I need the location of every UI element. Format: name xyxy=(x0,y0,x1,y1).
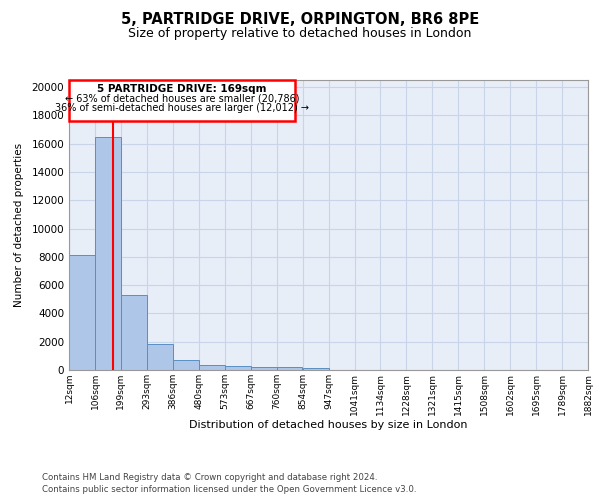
Bar xyxy=(277,367,302,370)
Bar xyxy=(121,295,147,370)
Y-axis label: Number of detached properties: Number of detached properties xyxy=(14,143,25,307)
Text: 5, PARTRIDGE DRIVE, ORPINGTON, BR6 8PE: 5, PARTRIDGE DRIVE, ORPINGTON, BR6 8PE xyxy=(121,12,479,28)
Bar xyxy=(173,360,199,370)
Text: 36% of semi-detached houses are larger (12,012) →: 36% of semi-detached houses are larger (… xyxy=(55,102,309,113)
Text: 5 PARTRIDGE DRIVE: 169sqm: 5 PARTRIDGE DRIVE: 169sqm xyxy=(97,84,266,94)
Bar xyxy=(302,368,329,370)
Text: ← 63% of detached houses are smaller (20,786): ← 63% of detached houses are smaller (20… xyxy=(65,94,299,104)
FancyBboxPatch shape xyxy=(69,80,295,121)
Bar xyxy=(147,344,173,370)
Bar xyxy=(69,256,95,370)
X-axis label: Distribution of detached houses by size in London: Distribution of detached houses by size … xyxy=(189,420,468,430)
Text: Contains HM Land Registry data © Crown copyright and database right 2024.: Contains HM Land Registry data © Crown c… xyxy=(42,472,377,482)
Text: Contains public sector information licensed under the Open Government Licence v3: Contains public sector information licen… xyxy=(42,485,416,494)
Bar xyxy=(224,366,251,370)
Bar xyxy=(199,365,224,370)
Bar xyxy=(95,136,121,370)
Bar xyxy=(251,366,277,370)
Text: Size of property relative to detached houses in London: Size of property relative to detached ho… xyxy=(128,28,472,40)
